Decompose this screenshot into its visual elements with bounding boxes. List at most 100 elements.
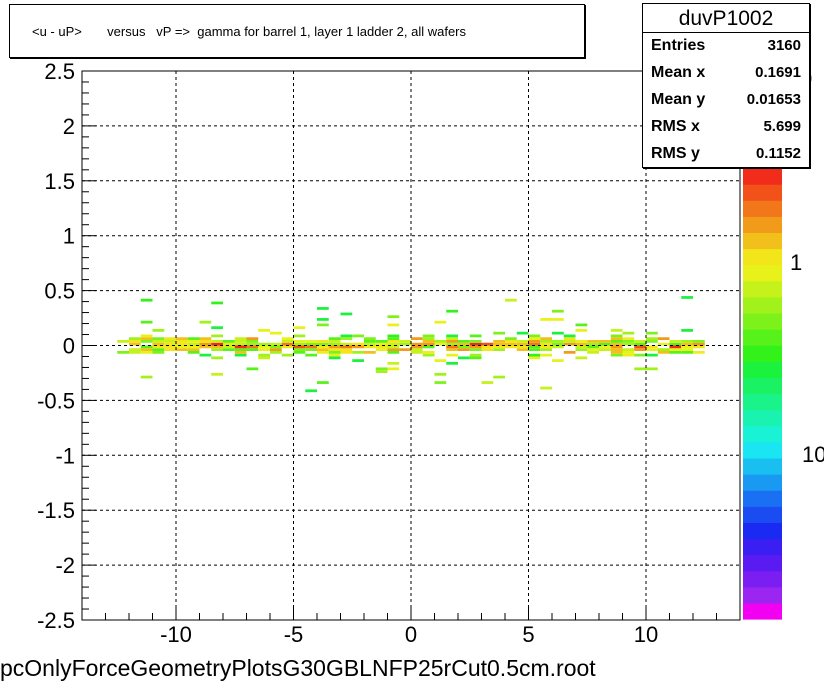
heatmap-cell (610, 342, 623, 346)
heatmap-cell (669, 342, 682, 346)
heatmap-cell (493, 331, 505, 335)
heatmap-cell (446, 309, 458, 313)
heatmap-cell (317, 318, 329, 321)
stats-box: duvP1002 Entries 3160 Mean x 0.1691 Mean y… (642, 3, 810, 168)
heatmap-cell (140, 375, 153, 379)
heatmap-cell (516, 340, 529, 343)
heatmap-cell (434, 320, 447, 324)
heatmap-cell (516, 331, 529, 335)
heatmap-cell (117, 340, 129, 343)
palette-bin (743, 554, 782, 572)
heatmap-cell (270, 350, 282, 354)
x-tick-labels: -10 -5 0 5 10 (160, 622, 658, 647)
heatmap-cell (411, 337, 423, 341)
heatmap-cell (187, 342, 200, 346)
heatmap-cell (152, 342, 165, 346)
palette-bin (743, 602, 782, 620)
heatmap-cell (399, 340, 411, 343)
heatmap-cell (493, 345, 505, 349)
heatmap-cell (587, 345, 599, 349)
heatmap-cell (387, 367, 400, 371)
heatmap-cell (681, 342, 693, 346)
heatmap-cell (634, 340, 646, 343)
palette-bin (743, 393, 782, 411)
heatmap-cell (422, 345, 435, 349)
heatmap-cell (634, 353, 646, 357)
heatmap-cell (563, 342, 576, 346)
heatmap-cell (634, 345, 646, 349)
heatmap-cell (199, 340, 212, 343)
heatmap-cell (234, 342, 247, 346)
stat-label: Entries (651, 37, 706, 54)
heatmap-cell (234, 345, 247, 349)
heatmap-cell (693, 342, 705, 346)
y-tick-label: -0.5 (37, 388, 75, 413)
heatmap-cell (234, 348, 247, 351)
x-tick-label: -10 (160, 622, 192, 647)
heatmap-cell (458, 342, 470, 346)
heatmap-cell (599, 342, 611, 346)
heatmap-cell (317, 381, 329, 384)
heatmap-cell (129, 350, 141, 354)
stat-label: RMS x (651, 118, 700, 135)
heatmap-cell (505, 340, 517, 343)
heatmap-cell (434, 372, 447, 376)
heatmap-cell (223, 342, 235, 346)
heatmap-cell (164, 337, 176, 341)
heatmap-cell (317, 323, 329, 327)
heatmap-cell (246, 348, 259, 351)
heatmap-cell (317, 350, 329, 354)
heatmap-cell (293, 348, 306, 351)
palette-bin (743, 538, 782, 556)
heatmap-cell (187, 348, 200, 351)
heatmap-cell (317, 348, 329, 351)
heatmap-cell (375, 342, 388, 346)
palette-bin (743, 457, 782, 475)
y-tick-label: -2 (55, 553, 75, 578)
heatmap-cell (693, 345, 705, 349)
heatmap-cell (140, 320, 153, 324)
heatmap-cell (669, 348, 682, 351)
heatmap-cell (411, 348, 423, 351)
heatmap-cell (399, 348, 411, 351)
heatmap-cell (340, 342, 353, 346)
heatmap-cell (199, 342, 212, 346)
file-name-footer: pcOnlyForceGeometryPlotsG30GBLNFP25rCut0… (0, 655, 596, 681)
heatmap-cells (117, 296, 705, 393)
heatmap-cell (340, 348, 353, 351)
y-tick-label: 1.5 (44, 169, 75, 194)
heatmap-cell (305, 340, 317, 343)
heatmap-cell (258, 353, 270, 357)
heatmap-cell (176, 348, 188, 351)
heatmap-cell (516, 342, 529, 346)
heatmap-cell (610, 340, 623, 343)
heatmap-cell (646, 348, 658, 351)
heatmap-cell (434, 340, 447, 343)
heatmap-cell (199, 320, 212, 324)
heatmap-cell (387, 337, 400, 341)
heatmap-cell (223, 345, 235, 349)
heatmap-cell (152, 329, 165, 332)
stat-label: Mean x (651, 64, 706, 81)
y-tick-label: 1 (63, 224, 75, 249)
heatmap-cell (646, 353, 658, 357)
heatmap-cell (352, 359, 364, 362)
grid-lines (82, 71, 740, 620)
heatmap-cell (446, 361, 458, 365)
heatmap-cell (293, 334, 306, 338)
heatmap-cell (293, 342, 306, 346)
heatmap-cell (481, 381, 494, 384)
heatmap-cell (422, 340, 435, 343)
stat-label: Mean y (651, 91, 706, 108)
heatmap-cell (305, 348, 317, 351)
heatmap-cell (140, 298, 153, 302)
heatmap-cell (669, 340, 682, 343)
colorbar-label: 10 (802, 442, 824, 467)
heatmap-cell (552, 309, 564, 313)
palette-bin (743, 232, 782, 250)
palette-bin (743, 329, 782, 346)
x-tick-label: 0 (405, 622, 417, 647)
palette-bin (743, 361, 782, 378)
palette-bin (743, 441, 782, 459)
x-tick-label: 10 (634, 622, 658, 647)
